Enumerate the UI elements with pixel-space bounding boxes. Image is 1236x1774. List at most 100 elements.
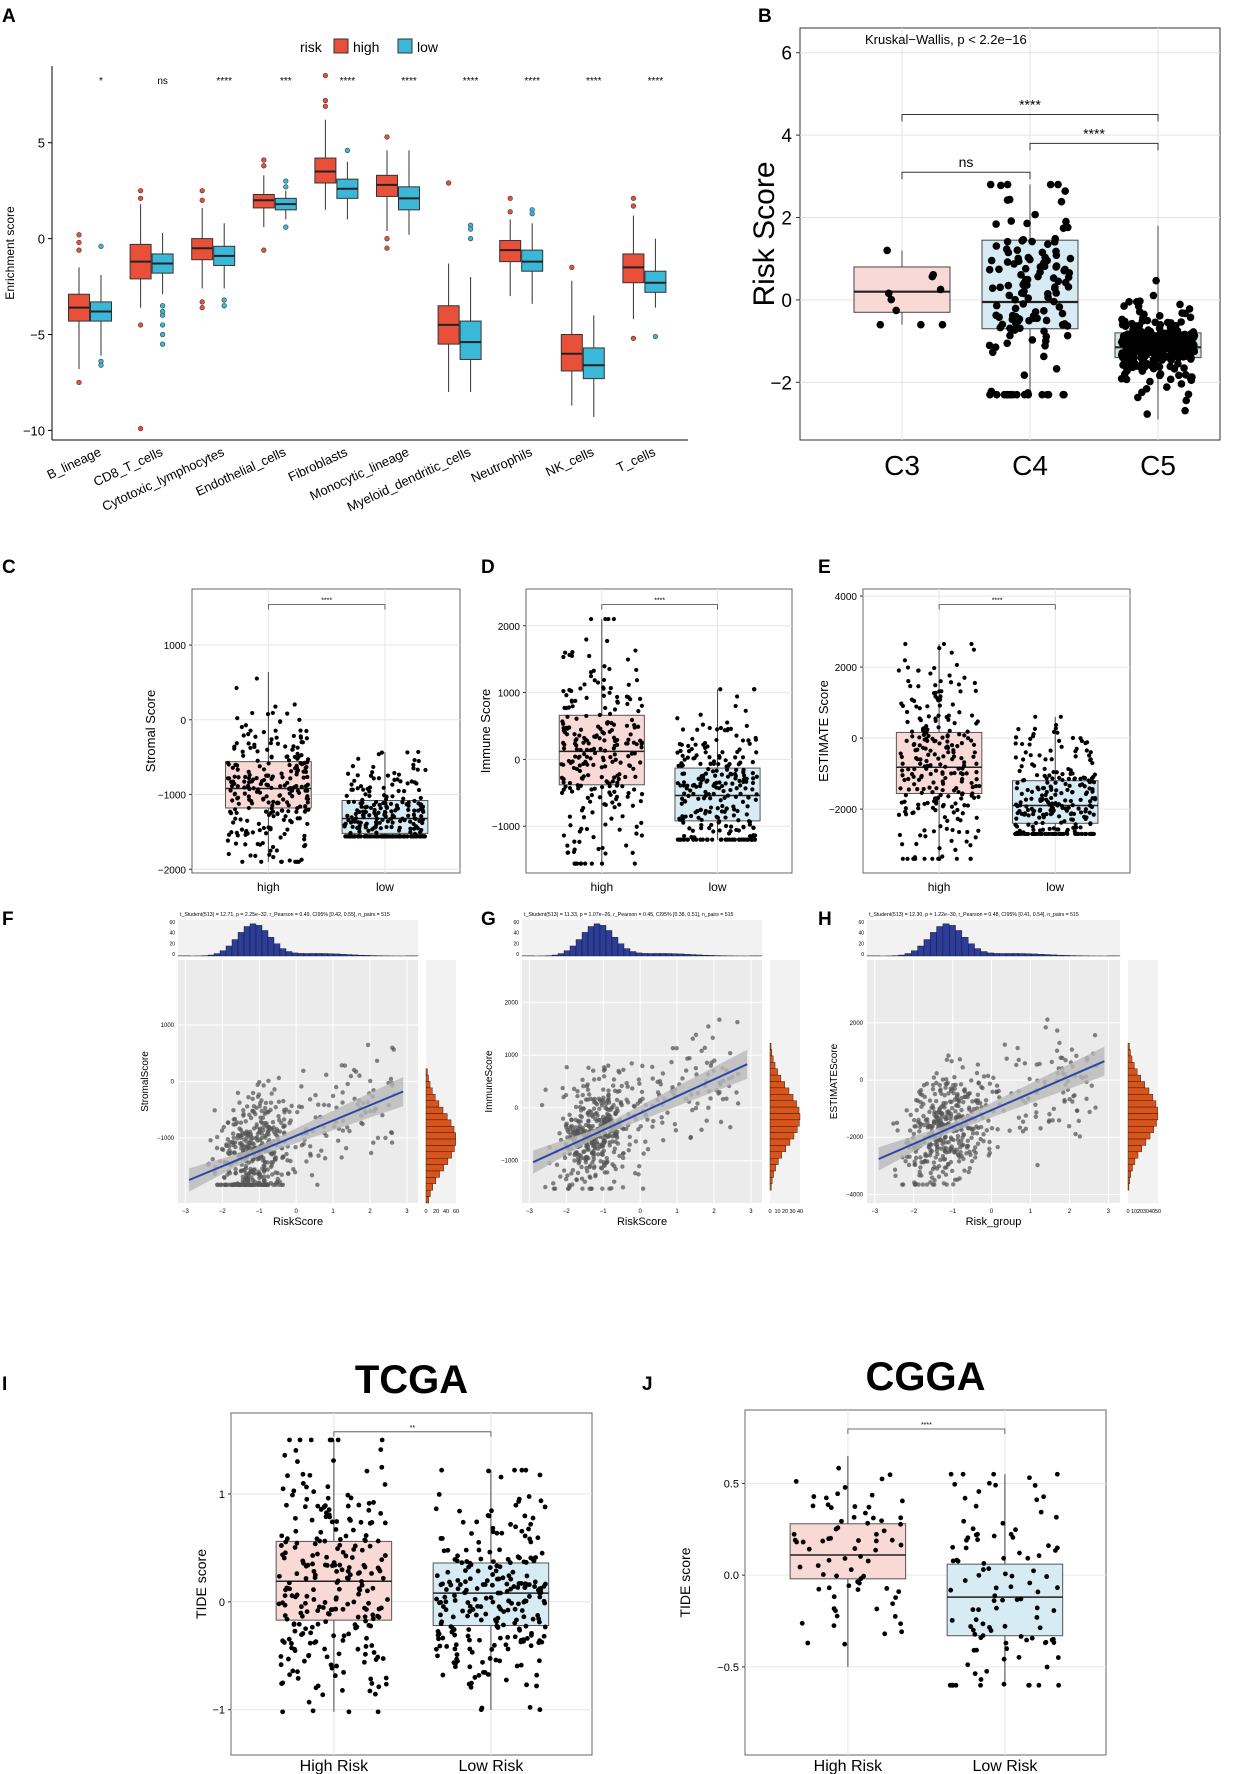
data-point xyxy=(270,803,275,808)
data-point xyxy=(1059,803,1065,809)
top-hist-tick-label: 0 xyxy=(861,952,864,958)
data-point xyxy=(416,758,421,764)
x-tick-label: 3 xyxy=(405,1209,409,1215)
data-point xyxy=(1059,744,1064,749)
data-point xyxy=(291,744,296,749)
data-point xyxy=(478,1556,484,1562)
data-point xyxy=(1017,1125,1023,1130)
data-point xyxy=(727,837,732,842)
data-point xyxy=(655,1079,660,1085)
data-point xyxy=(1084,1096,1089,1101)
data-point xyxy=(938,1157,943,1163)
data-point xyxy=(298,1604,304,1610)
data-point xyxy=(1015,780,1020,785)
data-point xyxy=(918,1100,923,1105)
data-point xyxy=(497,1564,503,1570)
data-point xyxy=(356,756,361,761)
data-point xyxy=(961,1518,967,1524)
data-point xyxy=(629,717,635,723)
data-point xyxy=(928,1170,933,1176)
y-tick-label: 0 xyxy=(171,1080,175,1086)
y-tick-label: 0 xyxy=(180,716,186,727)
data-point xyxy=(1149,332,1158,340)
data-point xyxy=(750,760,755,765)
data-point xyxy=(356,1591,362,1597)
data-point xyxy=(327,1514,333,1520)
histogram-bar xyxy=(1127,1042,1130,1050)
data-point xyxy=(293,1145,298,1150)
panel-letter-h: H xyxy=(818,909,832,930)
data-point xyxy=(280,1638,286,1644)
data-point xyxy=(612,1179,617,1184)
data-point xyxy=(1072,1093,1077,1098)
data-point xyxy=(363,1618,368,1624)
data-point xyxy=(396,788,401,794)
data-point xyxy=(609,816,614,821)
data-point xyxy=(911,856,916,861)
data-point xyxy=(986,1480,992,1486)
data-point xyxy=(317,1604,322,1610)
data-point xyxy=(1136,297,1144,305)
data-point xyxy=(932,799,937,804)
data-point xyxy=(350,824,355,830)
data-point xyxy=(388,801,394,806)
data-point xyxy=(310,1553,316,1558)
data-point xyxy=(518,1581,524,1586)
data-point xyxy=(602,664,607,669)
data-point xyxy=(229,783,235,789)
data-point xyxy=(444,1643,450,1649)
data-point xyxy=(855,1587,861,1593)
data-point xyxy=(367,785,373,790)
data-point xyxy=(307,1640,313,1646)
histogram-bar xyxy=(769,1151,782,1159)
data-point xyxy=(898,1521,903,1527)
data-point xyxy=(1060,772,1065,777)
data-point xyxy=(230,779,236,784)
histogram-bar xyxy=(1127,1113,1159,1121)
data-point xyxy=(940,854,945,859)
data-point xyxy=(630,1086,635,1091)
data-point xyxy=(506,1573,512,1579)
data-point xyxy=(1166,362,1175,371)
data-point xyxy=(1029,806,1035,812)
data-point xyxy=(603,822,608,827)
data-point xyxy=(292,702,297,707)
data-point xyxy=(238,1168,244,1174)
right-hist-tick-label: 10 xyxy=(774,1209,780,1215)
data-point xyxy=(562,1155,568,1161)
data-point xyxy=(408,826,413,831)
top-hist-tick-label: 40 xyxy=(858,931,864,937)
data-point xyxy=(593,1172,598,1177)
data-point xyxy=(334,1569,340,1574)
data-point xyxy=(584,695,589,700)
top-hist-tick-label: 40 xyxy=(513,931,519,937)
data-point xyxy=(476,1539,482,1545)
data-point xyxy=(311,1489,317,1495)
data-point xyxy=(942,1165,948,1170)
data-point xyxy=(343,1533,349,1539)
outlier-point xyxy=(630,335,637,341)
outlier-point xyxy=(384,236,390,242)
data-point xyxy=(601,1074,607,1079)
outlier-point xyxy=(138,188,144,194)
data-point xyxy=(914,841,919,847)
data-point xyxy=(483,1611,489,1617)
data-point xyxy=(490,1529,496,1535)
data-point xyxy=(469,1649,475,1655)
data-point xyxy=(567,785,573,791)
data-point xyxy=(562,705,567,710)
data-point xyxy=(1072,776,1077,781)
histogram-bar xyxy=(243,926,251,957)
data-point xyxy=(578,747,583,753)
data-point xyxy=(367,1543,373,1549)
data-point xyxy=(753,797,758,802)
data-point xyxy=(624,694,630,699)
x-tick-label: 0 xyxy=(638,1209,642,1215)
data-point xyxy=(589,787,594,792)
panel-letter-j: J xyxy=(642,1374,653,1395)
data-point xyxy=(673,1128,679,1133)
data-point xyxy=(355,1571,361,1576)
data-point xyxy=(590,1123,595,1129)
data-point xyxy=(1049,274,1058,282)
data-point xyxy=(295,788,300,793)
